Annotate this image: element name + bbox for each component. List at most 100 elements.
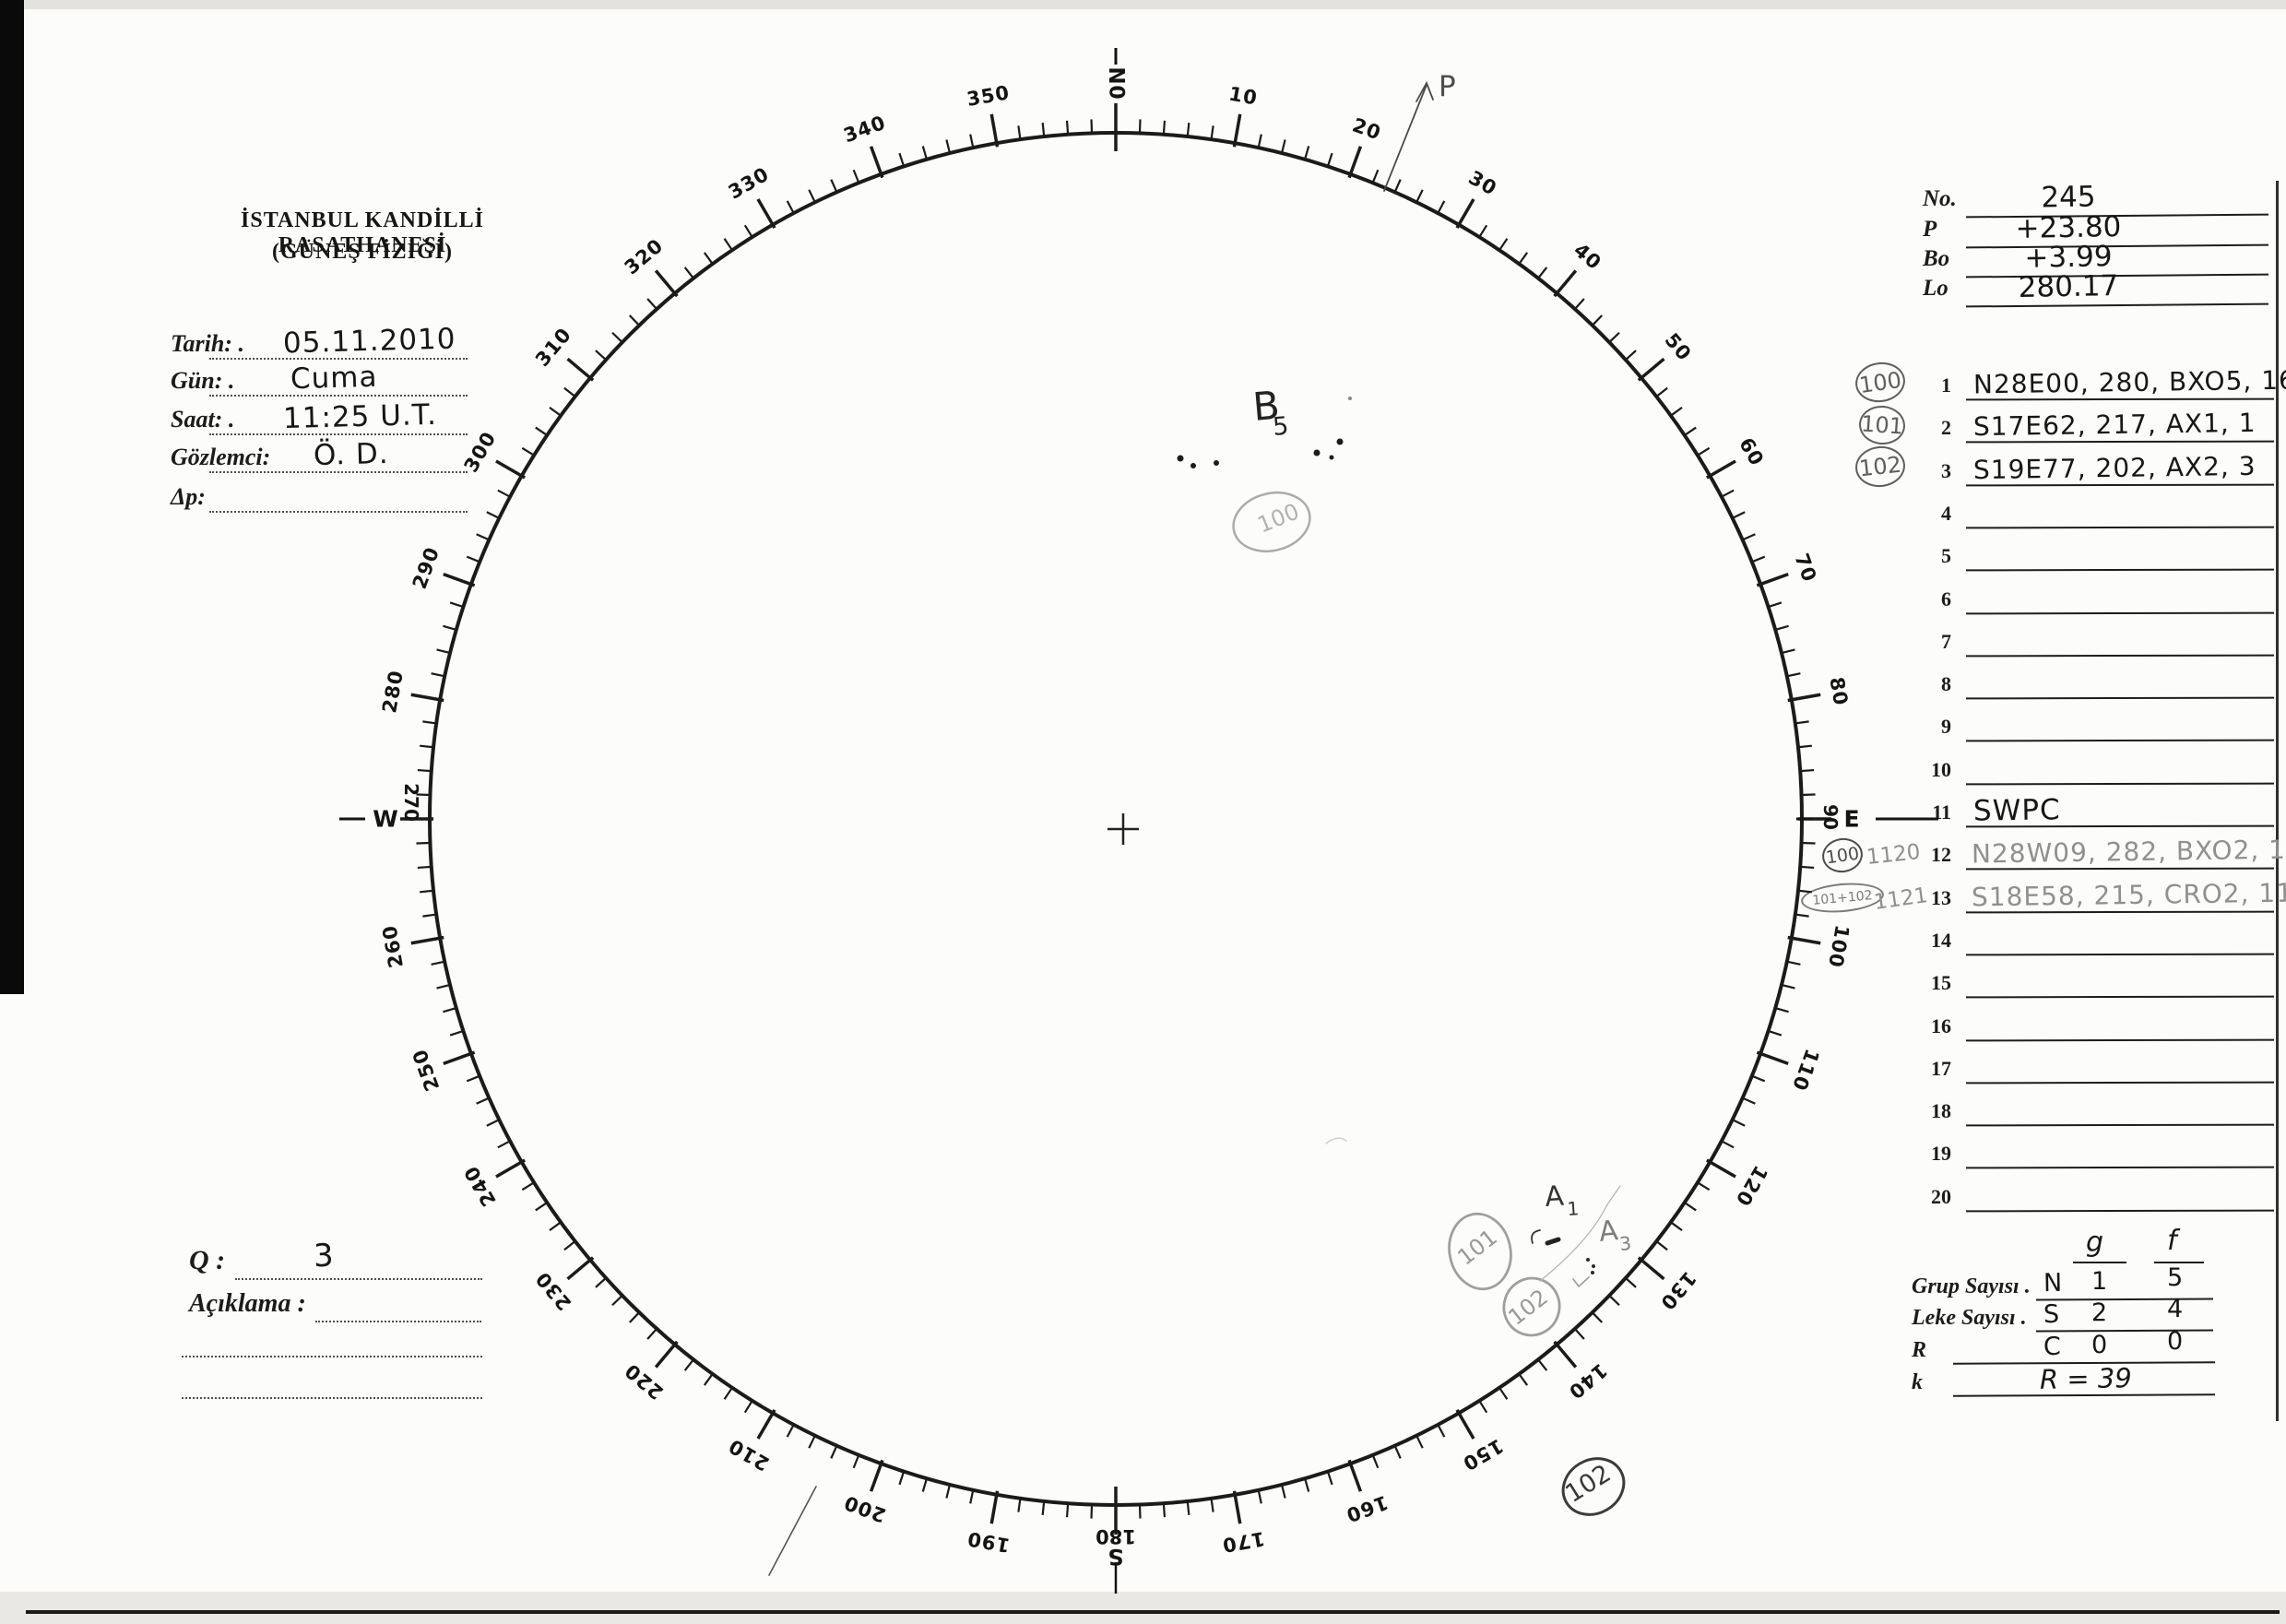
- pen-curl-mark: [1531, 1229, 1541, 1244]
- region-b-subscript: 5: [1272, 412, 1290, 442]
- sunspot-dot: [1190, 463, 1196, 468]
- dial-degree-label: 140: [1564, 1359, 1611, 1404]
- dial-tick: [495, 1158, 527, 1179]
- q-label: Q :: [189, 1245, 226, 1275]
- dial-tick: [1393, 179, 1402, 193]
- dial-tick: [1781, 648, 1795, 655]
- q-dotted-line: [235, 1278, 482, 1280]
- dial-tick: [989, 113, 1000, 148]
- region-a1-label: A: [1544, 1180, 1565, 1214]
- dial-tick: [449, 1029, 464, 1037]
- dial-tick: [1393, 1445, 1402, 1459]
- list-row-number: 15: [1931, 971, 1951, 995]
- pencil-leader-line: [1539, 1205, 1607, 1282]
- dial-tick: [1518, 1373, 1529, 1386]
- dial-degree-label: 240: [460, 1162, 501, 1211]
- dial-tick: [1553, 269, 1578, 298]
- form-dotted-line: [209, 471, 468, 473]
- dial-tick: [1041, 1500, 1046, 1515]
- dial-degree-label: 40: [1569, 239, 1605, 274]
- dial-tick: [410, 693, 444, 703]
- dial-tick: [830, 1445, 838, 1459]
- dial-degree-label: 210: [725, 1434, 774, 1475]
- dial-tick: [1518, 252, 1529, 265]
- dial-tick: [1347, 146, 1363, 179]
- form-row: Saat: . 11:25 U.T.: [171, 398, 468, 443]
- scan-line-right: [2276, 181, 2279, 1421]
- dial-tick: [1797, 744, 1812, 749]
- dial-tick: [1751, 555, 1766, 563]
- form-dotted-line: [209, 511, 468, 513]
- dial-tick: [1371, 1454, 1380, 1469]
- form-row: Tarih: . 05.11.2010: [171, 323, 468, 367]
- dial-tick: [476, 533, 490, 541]
- dial-tick: [989, 1490, 1000, 1524]
- dial-tick: [646, 1328, 657, 1340]
- form-dotted-line: [209, 433, 468, 435]
- list-row-number: 20: [1931, 1184, 1951, 1208]
- dial-tick: [1768, 601, 1783, 609]
- group-101-pencil-label: 101: [1452, 1224, 1501, 1270]
- dial-tick: [646, 298, 657, 310]
- dial-tick: [1498, 1387, 1509, 1400]
- dial-tick: [1608, 331, 1620, 343]
- dial-degree-label: 20: [1349, 113, 1384, 144]
- sunspot-dot: [1177, 455, 1184, 462]
- dial-tick: [476, 1096, 490, 1105]
- dial-tick: [1800, 768, 1815, 773]
- dial-tick: [1017, 125, 1022, 140]
- summary-f-value: 0: [2167, 1327, 2184, 1356]
- list-row-number: 18: [1931, 1099, 1951, 1123]
- dial-tick: [611, 331, 623, 343]
- dial-degree-label: 290: [409, 544, 444, 592]
- dial-degree-label: 200: [841, 1491, 889, 1527]
- dial-tick: [549, 1221, 562, 1232]
- form-dotted-line: [209, 358, 468, 360]
- dial-degree-label: 280: [378, 669, 408, 715]
- dial-degree-label: 250: [409, 1046, 444, 1094]
- summary-header-underline: [2073, 1262, 2126, 1263]
- dial-tick: [869, 146, 884, 179]
- form-label: Gün: .: [171, 367, 235, 394]
- dial-tick: [1625, 350, 1637, 361]
- dial-tick: [417, 768, 432, 773]
- dial-tick: [431, 960, 445, 966]
- dial-tick: [1742, 1096, 1756, 1105]
- sunspot-dot: [1313, 449, 1321, 456]
- dial-tick: [1326, 152, 1333, 167]
- dial-tick: [869, 1459, 884, 1492]
- dial-tick: [595, 350, 607, 361]
- dial-degree-label: 220: [621, 1359, 668, 1404]
- dial-tick: [1017, 1498, 1022, 1512]
- west-270-label: 270: [400, 783, 422, 822]
- dial-tick: [1553, 1340, 1578, 1369]
- dial-tick: [1801, 793, 1816, 797]
- p-angle-arrow-head: [1415, 80, 1434, 102]
- form-label: Tarih: .: [171, 330, 244, 357]
- summary-col-header-f: f: [2167, 1225, 2177, 1257]
- list-row-number: 2: [1941, 416, 1951, 440]
- dial-tick: [743, 224, 753, 238]
- dial-tick: [1347, 1459, 1363, 1492]
- dial-tick: [1537, 1358, 1548, 1371]
- dial-rim: [428, 131, 1804, 1507]
- dial-tick: [1721, 489, 1735, 498]
- summary-g-value: 0: [2091, 1331, 2108, 1359]
- dial-degree-label: 190: [965, 1527, 1012, 1557]
- dial-tick: [422, 720, 437, 725]
- sunspot-dot: [1214, 460, 1219, 466]
- dial-tick: [1732, 1119, 1746, 1127]
- dial-tick: [436, 648, 451, 655]
- list-row-number: 13: [1931, 885, 1951, 909]
- group-101-outline: [1448, 1212, 1512, 1291]
- observatory-subtitle: (GÜNEŞ FİZİĞİ): [271, 240, 454, 264]
- region-a1-subscript: 1: [1567, 1197, 1580, 1220]
- dial-tick: [1800, 865, 1815, 870]
- dial-degree-label: 110: [1788, 1046, 1824, 1094]
- dial-tick: [1138, 119, 1142, 134]
- dial-degree-label: 170: [1220, 1527, 1266, 1557]
- dial-tick: [1794, 913, 1809, 918]
- dial-tick: [723, 238, 733, 251]
- dial-tick: [549, 406, 562, 417]
